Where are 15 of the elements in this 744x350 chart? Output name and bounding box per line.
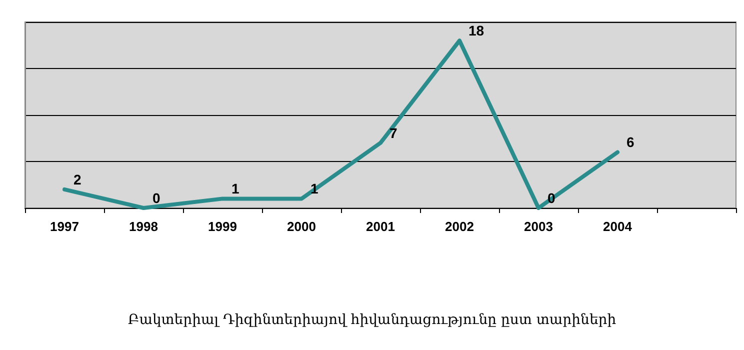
- data-label: 0: [152, 190, 160, 206]
- data-label: 18: [468, 22, 484, 39]
- data-label: 7: [390, 124, 398, 141]
- x-tick-label: 2002: [445, 219, 474, 234]
- x-tick-label: 1998: [129, 219, 158, 234]
- x-tick-label: 2004: [603, 219, 633, 234]
- x-tick-label: 2000: [287, 219, 316, 234]
- data-label: 6: [626, 134, 634, 150]
- text: Բակտերիալ Դիզինտերիայով հիվանդացությունը ըստ տարիների: [128, 312, 616, 328]
- data-label: 2: [74, 171, 82, 188]
- x-tick-label: 1997: [50, 219, 79, 234]
- x-tick-label: 1999: [208, 219, 237, 234]
- x-tick-label: 2001: [366, 219, 395, 234]
- data-label: 1: [232, 180, 240, 197]
- x-tick-label: 2003: [524, 219, 553, 234]
